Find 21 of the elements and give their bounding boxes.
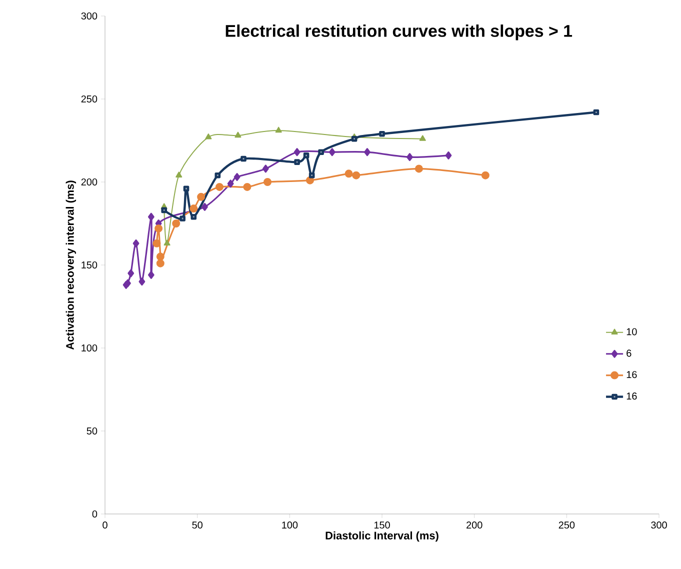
y-tick-label: 300 bbox=[81, 12, 98, 20]
x-tick-label: 200 bbox=[466, 522, 482, 529]
legend-label: 10 bbox=[626, 328, 637, 336]
chart-title: Electrical restitution curves with slopes > 1 bbox=[226, 24, 572, 40]
y-tick-label: 150 bbox=[82, 261, 98, 269]
x-tick-label: 0 bbox=[102, 522, 108, 529]
x-tick-label: 150 bbox=[374, 522, 390, 529]
x-axis-title: Diastolic Interval (ms) bbox=[326, 531, 438, 542]
legend-label: 16 bbox=[626, 392, 637, 400]
y-tick-label: 100 bbox=[82, 344, 98, 352]
x-tick-label: 250 bbox=[558, 522, 575, 529]
y-tick-label: 200 bbox=[81, 178, 98, 186]
x-tick-label: 100 bbox=[282, 522, 298, 529]
x-tick-label: 50 bbox=[192, 522, 202, 529]
y-axis-title: Activation recovery interval (ms) bbox=[66, 180, 76, 350]
legend-label: 6 bbox=[626, 350, 632, 357]
legend-label: 16 bbox=[626, 371, 637, 378]
y-tick-label: 0 bbox=[92, 510, 98, 518]
y-tick-label: 250 bbox=[81, 95, 98, 103]
y-tick-label: 50 bbox=[86, 427, 98, 435]
x-tick-label: 300 bbox=[651, 522, 667, 529]
